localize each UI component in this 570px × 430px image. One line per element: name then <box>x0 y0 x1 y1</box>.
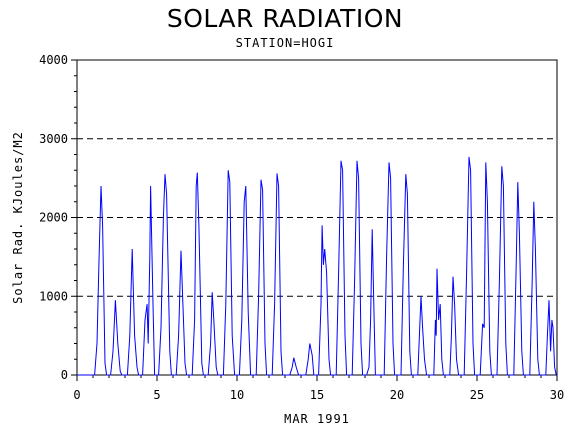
x-tick-label: 15 <box>310 388 324 402</box>
y-tick-label: 0 <box>61 368 68 382</box>
series-group <box>77 156 557 376</box>
x-axis: 0 5 10 15 20 25 30 <box>73 375 564 402</box>
chart-title: SOLAR RADIATION <box>166 4 404 33</box>
x-axis-label: MAR 1991 <box>284 412 350 426</box>
y-tick-label: 3000 <box>39 132 68 146</box>
series-line <box>77 156 557 376</box>
x-tick-label: 30 <box>550 388 564 402</box>
y-axis-label: Solar Rad. KJoules/M2 <box>11 131 25 304</box>
x-tick-label: 0 <box>73 388 80 402</box>
chart-subtitle: STATION=HOGI <box>235 36 335 50</box>
x-tick-label: 5 <box>153 388 160 402</box>
x-tick-label: 25 <box>470 388 484 402</box>
y-tick-label: 1000 <box>39 289 68 303</box>
y-axis: 0 1000 2000 3000 4000 <box>39 53 77 382</box>
y-tick-label: 2000 <box>39 211 68 225</box>
y-tick-label: 4000 <box>39 53 68 67</box>
x-tick-label: 10 <box>230 388 244 402</box>
x-tick-label: 20 <box>390 388 404 402</box>
